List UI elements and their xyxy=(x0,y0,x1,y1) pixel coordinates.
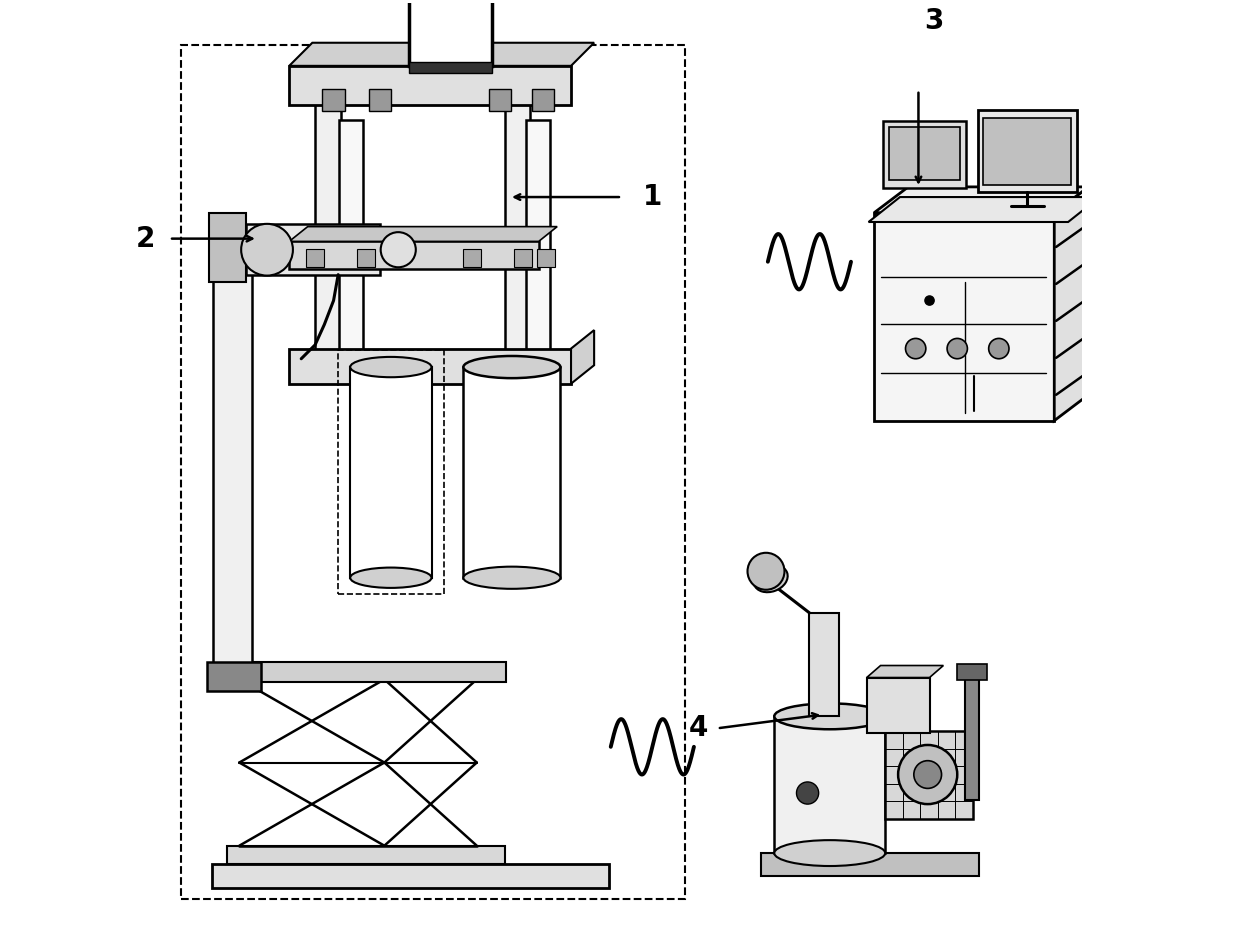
Bar xyxy=(537,248,556,267)
Bar xyxy=(489,89,511,111)
Circle shape xyxy=(748,552,785,590)
Text: 3: 3 xyxy=(925,7,944,35)
Bar xyxy=(957,664,987,680)
Bar xyxy=(350,367,432,578)
Bar xyxy=(357,248,376,267)
Bar xyxy=(227,845,505,864)
Ellipse shape xyxy=(350,357,432,377)
Circle shape xyxy=(241,223,293,275)
Polygon shape xyxy=(867,666,944,678)
Polygon shape xyxy=(289,43,594,66)
Bar xyxy=(409,0,492,66)
Bar xyxy=(883,121,966,188)
Ellipse shape xyxy=(774,840,885,866)
Bar xyxy=(246,223,379,274)
Circle shape xyxy=(914,761,941,788)
Bar xyxy=(306,248,325,267)
Circle shape xyxy=(796,782,818,804)
Ellipse shape xyxy=(774,704,885,730)
Bar xyxy=(505,83,531,356)
Bar xyxy=(368,89,391,111)
Polygon shape xyxy=(289,226,557,241)
Bar xyxy=(867,678,930,733)
Polygon shape xyxy=(868,197,1100,222)
Bar xyxy=(315,83,341,356)
Bar xyxy=(526,121,549,375)
Bar xyxy=(207,662,260,692)
Bar xyxy=(761,853,978,876)
Bar xyxy=(463,367,560,578)
Bar xyxy=(289,241,538,269)
Bar xyxy=(889,127,960,181)
Circle shape xyxy=(898,745,957,804)
Bar xyxy=(212,864,609,888)
Ellipse shape xyxy=(350,567,432,588)
Polygon shape xyxy=(874,187,1089,213)
Text: 4: 4 xyxy=(688,715,708,743)
Bar xyxy=(213,257,252,678)
Bar xyxy=(409,62,492,73)
Bar xyxy=(532,89,554,111)
Bar xyxy=(810,613,839,717)
Bar xyxy=(885,731,973,819)
Polygon shape xyxy=(1054,187,1089,421)
Circle shape xyxy=(381,232,415,267)
Circle shape xyxy=(925,296,934,305)
Circle shape xyxy=(947,338,967,359)
Bar xyxy=(774,717,885,853)
Polygon shape xyxy=(572,330,594,384)
Ellipse shape xyxy=(754,565,787,592)
Bar xyxy=(339,121,363,375)
Bar xyxy=(965,673,980,800)
Text: 2: 2 xyxy=(136,224,155,253)
Bar xyxy=(513,248,532,267)
Circle shape xyxy=(905,338,926,359)
Bar xyxy=(208,213,246,282)
Bar xyxy=(339,349,444,594)
Bar xyxy=(181,44,684,899)
Bar xyxy=(322,89,345,111)
Circle shape xyxy=(988,338,1009,359)
Ellipse shape xyxy=(464,356,560,378)
Bar xyxy=(977,110,1078,192)
Ellipse shape xyxy=(464,566,560,589)
Bar xyxy=(463,248,481,267)
Bar xyxy=(983,118,1071,185)
Text: 1: 1 xyxy=(644,183,662,211)
Bar xyxy=(289,349,572,384)
Bar xyxy=(874,213,1054,421)
Bar xyxy=(289,66,572,105)
Bar xyxy=(224,662,506,682)
